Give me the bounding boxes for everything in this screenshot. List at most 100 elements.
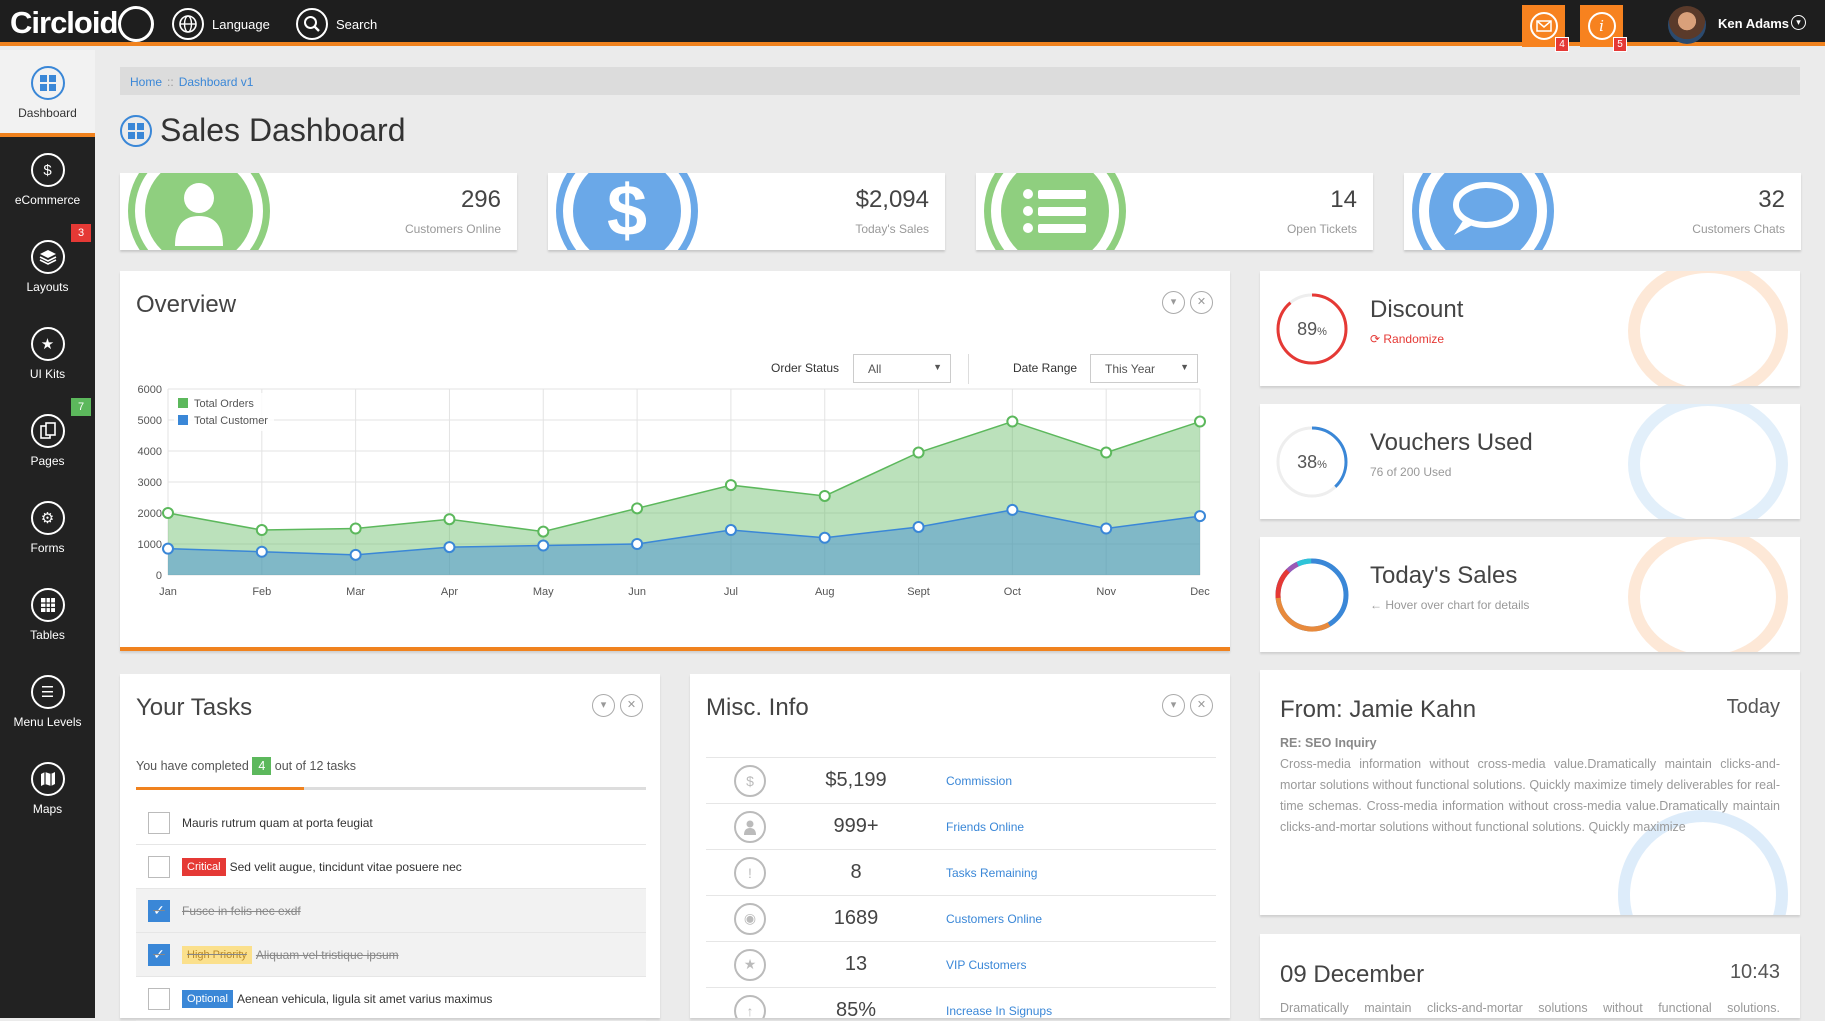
task-checkbox-checked[interactable]: ✓ <box>148 943 170 966</box>
grid-icon <box>30 66 65 100</box>
series-line <box>167 420 1201 533</box>
stat-value: 32 <box>1758 186 1785 213</box>
data-point[interactable] <box>724 524 737 537</box>
date-range-value: This Year <box>1105 362 1156 376</box>
data-point[interactable] <box>255 545 268 558</box>
data-point[interactable] <box>443 513 456 526</box>
dollar-icon: $ <box>573 173 681 250</box>
sidebar-item-tables[interactable]: Tables <box>0 572 95 659</box>
task-row[interactable]: ✓ High Priority Aliquam vel tristique ip… <box>136 933 646 977</box>
close-icon[interactable]: ✕ <box>1190 694 1213 717</box>
chevron-down-icon[interactable]: ▾ <box>1791 15 1806 30</box>
data-point[interactable] <box>1006 503 1019 516</box>
breadcrumb-home[interactable]: Home <box>130 75 163 89</box>
logo-ring-icon <box>118 6 154 42</box>
task-tag-high-priority: High Priority <box>182 945 252 964</box>
data-point[interactable] <box>724 479 737 492</box>
sidebar-item-ecommerce[interactable]: $ eCommerce <box>0 137 95 224</box>
table-icon <box>30 588 65 622</box>
pages-icon <box>30 414 65 448</box>
arrow-down-watermark-icon <box>1628 271 1788 386</box>
y-tick-label: 4000 <box>138 446 162 458</box>
misc-link[interactable]: Commission <box>946 773 1013 788</box>
data-point[interactable] <box>349 548 362 561</box>
breadcrumb-current[interactable]: Dashboard v1 <box>178 75 254 89</box>
order-status-select[interactable]: All ▼ <box>853 354 951 383</box>
vouchers-percent: 38% <box>1297 452 1327 472</box>
collapse-icon[interactable]: ▾ <box>1162 694 1185 717</box>
sidebar-item-maps[interactable]: Maps <box>0 746 95 833</box>
misc-link[interactable]: Tasks Remaining <box>946 865 1038 880</box>
data-point[interactable] <box>912 446 925 459</box>
alert-icon: ! <box>734 856 766 889</box>
stat-value: 296 <box>460 186 501 213</box>
data-point[interactable] <box>912 520 925 533</box>
data-point[interactable] <box>162 507 174 519</box>
data-point[interactable] <box>255 524 268 537</box>
grid-icon <box>120 114 152 147</box>
data-point[interactable] <box>443 541 456 554</box>
data-point[interactable] <box>1100 522 1113 535</box>
logo[interactable]: Circloid <box>10 5 118 40</box>
tasks-progress-track <box>136 787 646 790</box>
sidebar-item-label: UI Kits <box>29 367 66 381</box>
data-point[interactable] <box>1194 510 1206 523</box>
data-point[interactable] <box>1006 415 1019 428</box>
data-point[interactable] <box>818 489 831 502</box>
sidebar-item-menu-levels[interactable]: ☰ Menu Levels <box>0 659 95 746</box>
data-point[interactable] <box>349 522 362 535</box>
language-menu[interactable]: Language <box>172 8 270 40</box>
user-name[interactable]: Ken Adams <box>1718 16 1790 31</box>
sidebar-item-layouts[interactable]: 3 Layouts <box>0 224 95 311</box>
data-point[interactable] <box>162 542 174 555</box>
close-icon[interactable]: ✕ <box>620 694 643 717</box>
task-checkbox[interactable] <box>148 811 170 834</box>
search-menu[interactable]: Search <box>296 8 377 40</box>
task-row[interactable]: Mauris rutrum quam at porta feugiat <box>136 801 646 845</box>
task-row[interactable]: Optional Aenean vehicula, ligula sit ame… <box>136 977 646 1021</box>
avatar[interactable] <box>1668 6 1706 44</box>
task-checkbox[interactable] <box>148 855 170 878</box>
collapse-icon[interactable]: ▾ <box>1162 291 1185 314</box>
task-checkbox-checked[interactable]: ✓ <box>148 899 170 922</box>
overview-chart[interactable]: 0 1000 2000 3000 4000 5000 6000 Jan Feb Mar Apr May… <box>120 381 1230 641</box>
sidebar-item-pages[interactable]: 7 Pages <box>0 398 95 485</box>
date-range-select[interactable]: This Year ▼ <box>1090 354 1198 383</box>
mail-notification-button[interactable]: 4 <box>1522 5 1569 52</box>
data-point[interactable] <box>631 538 644 550</box>
data-point[interactable] <box>1194 415 1206 428</box>
arrow-left-icon: ← <box>1370 598 1386 612</box>
data-point[interactable] <box>537 539 550 552</box>
order-status-label: Order Status <box>771 361 840 375</box>
misc-link[interactable]: Friends Online <box>946 819 1025 834</box>
misc-link[interactable]: VIP Customers <box>946 957 1027 972</box>
sidebar-item-dashboard[interactable]: Dashboard <box>0 50 95 137</box>
data-point[interactable] <box>818 531 831 544</box>
mail-panel[interactable]: From: Jamie Kahn Today RE: SEO Inquiry C… <box>1260 670 1800 915</box>
close-icon[interactable]: ✕ <box>1190 291 1213 314</box>
randomize-link[interactable]: ⟳ Randomize <box>1370 332 1445 346</box>
discount-percent: 89% <box>1297 319 1327 339</box>
data-point[interactable] <box>631 502 644 515</box>
kpi-card-discount: 89% Discount ⟳ Randomize <box>1260 271 1800 386</box>
task-row[interactable]: Critical Sed velit augue, tincidunt vita… <box>136 845 646 889</box>
x-tick-label: Jun <box>628 586 646 598</box>
divider <box>706 757 1216 758</box>
todays-sales-donut[interactable] <box>1272 555 1352 635</box>
task-checkbox[interactable] <box>148 987 170 1010</box>
list-icon <box>1001 173 1109 250</box>
series-area <box>168 509 1200 575</box>
collapse-icon[interactable]: ▾ <box>592 694 615 717</box>
task-tag-critical: Critical <box>182 857 226 876</box>
y-tick-label: 2000 <box>138 508 162 520</box>
task-row[interactable]: ✓ Fusce in felis nec exdf <box>136 889 646 933</box>
sidebar-item-ui-kits[interactable]: ★ UI Kits <box>0 311 95 398</box>
misc-link[interactable]: Customers Online <box>946 911 1043 926</box>
misc-link[interactable]: Increase In Signups <box>946 1003 1053 1018</box>
data-point[interactable] <box>1100 446 1113 459</box>
info-notification-button[interactable]: i 5 <box>1580 5 1627 52</box>
layers-icon <box>30 240 65 274</box>
sidebar-item-forms[interactable]: ⚙ Forms <box>0 485 95 572</box>
legend-box <box>174 393 274 431</box>
data-point[interactable] <box>537 525 550 538</box>
